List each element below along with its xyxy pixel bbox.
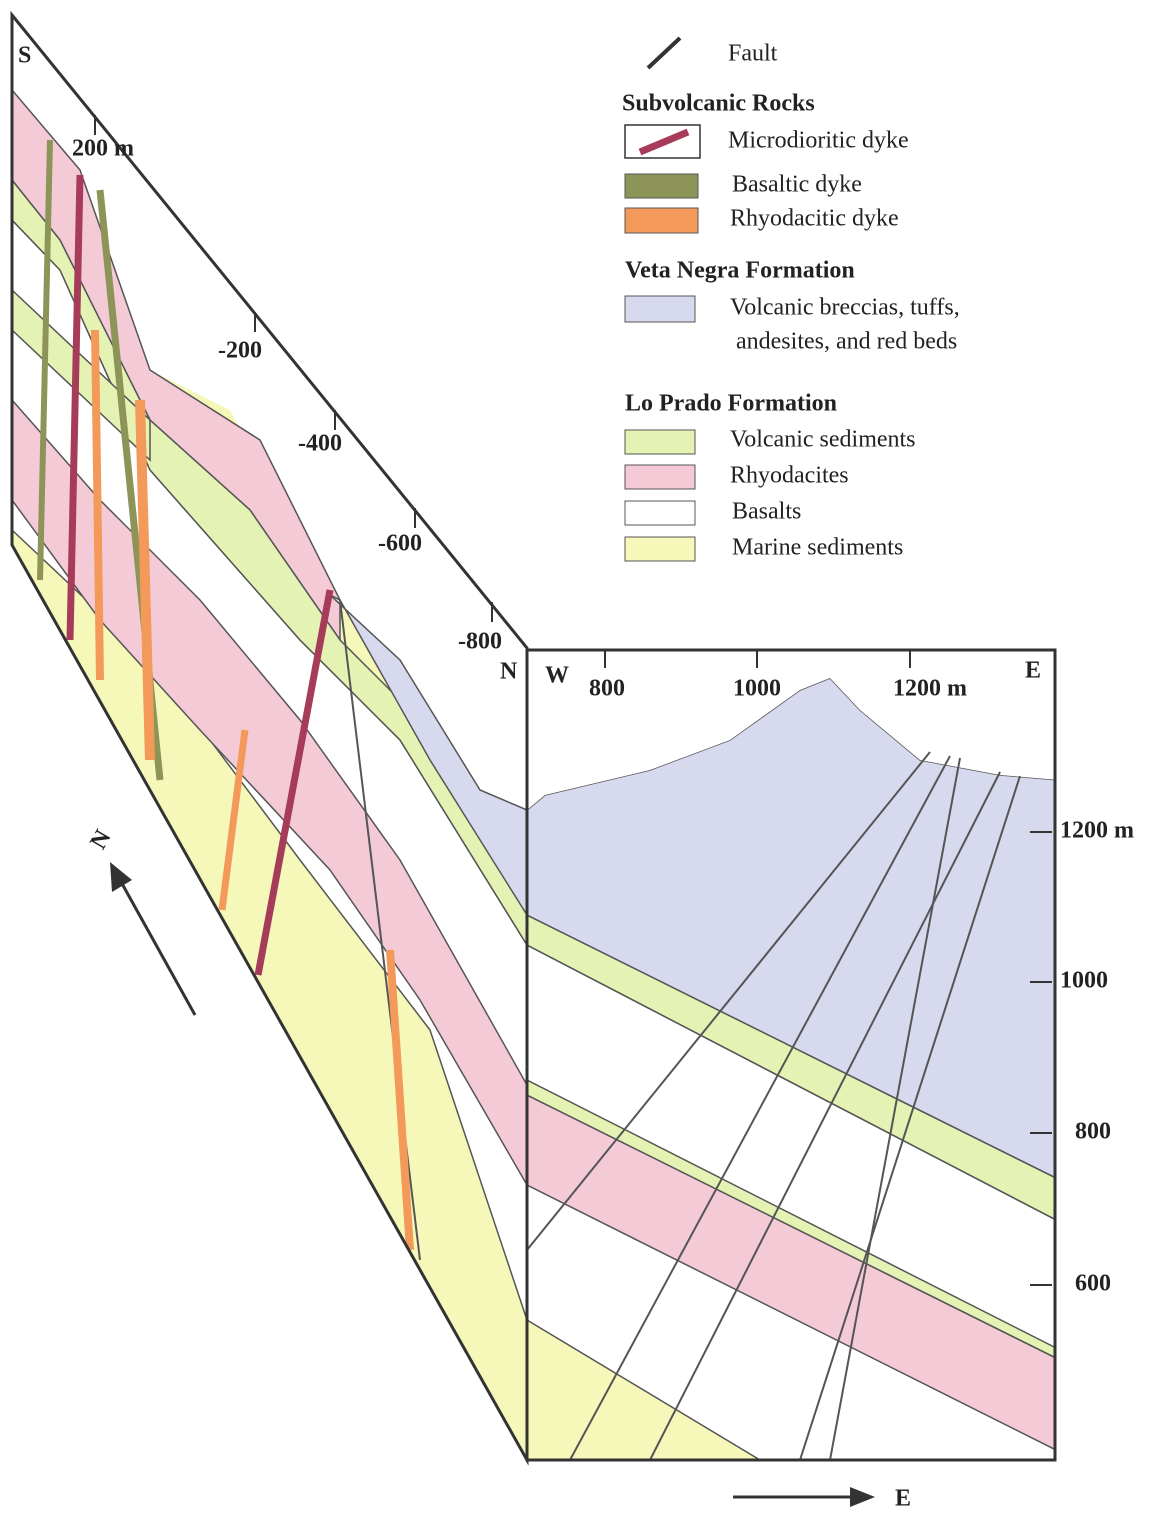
corner-label: N [500, 659, 518, 685]
swatch [625, 174, 698, 198]
east-arrow-head [850, 1487, 875, 1507]
tick-label: 1200 m [893, 676, 967, 702]
swatch [625, 208, 698, 233]
elevation-label: 1000 [1060, 968, 1108, 994]
tick-label: 800 [589, 676, 625, 702]
tick-label: -400 [298, 431, 342, 457]
elevation-label: 800 [1075, 1119, 1111, 1145]
tick-label: 200 m [72, 136, 134, 162]
legend-title: Lo Prado Formation [625, 391, 837, 417]
legend-label: Rhyodacites [730, 463, 849, 489]
arrow-label: N [85, 825, 117, 854]
corner-label: S [18, 43, 31, 69]
corner-label: E [1025, 658, 1041, 684]
north-arrow [120, 880, 195, 1015]
swatch [625, 537, 695, 561]
legend-label: Basaltic dyke [732, 172, 862, 198]
legend-label: Basalts [732, 499, 801, 525]
diagram: S N 200 m -200 -400 -600 -800 W E 800 10… [0, 0, 1160, 1514]
tick-label: -800 [458, 629, 502, 655]
tick-label: 1000 [733, 676, 781, 702]
rhyodacitic-dyke [95, 330, 100, 680]
legend-label: Fault [728, 41, 778, 67]
legend-label: Volcanic breccias, tuffs, [730, 295, 960, 321]
legend-label: Marine sediments [732, 535, 903, 561]
swatch [625, 465, 695, 489]
legend-label: Rhyodacitic dyke [730, 206, 899, 232]
legend-label: andesites, and red beds [736, 329, 957, 355]
legend: Fault Subvolcanic Rocks Microdioritic dy… [622, 38, 960, 561]
left-section [0, 0, 600, 1500]
north-arrow-head [110, 862, 132, 892]
right-section [527, 640, 1060, 1470]
elevation-label: 1200 m [1060, 818, 1134, 844]
legend-title: Subvolcanic Rocks [622, 91, 815, 117]
legend-title: Veta Negra Formation [625, 258, 855, 284]
corner-label: W [545, 663, 569, 689]
tick-label: -600 [378, 531, 422, 557]
elevation-label: 600 [1075, 1271, 1111, 1297]
tick-label: -200 [218, 338, 262, 364]
legend-label: Volcanic sediments [730, 427, 916, 453]
swatch [625, 501, 695, 525]
legend-label: Microdioritic dyke [728, 128, 909, 154]
arrow-label: E [895, 1486, 911, 1512]
fault-symbol [648, 38, 680, 68]
swatch [625, 296, 695, 322]
swatch [625, 430, 695, 454]
